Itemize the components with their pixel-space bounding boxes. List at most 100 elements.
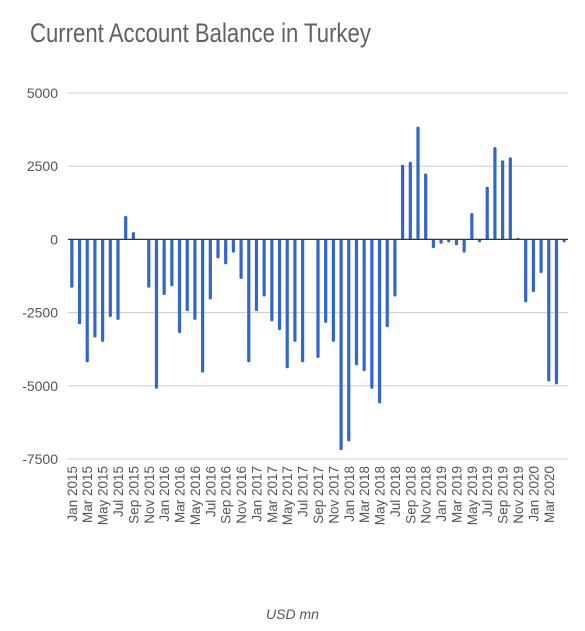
bar: [301, 239, 305, 363]
x-tick-label: Sep 2017: [311, 466, 326, 524]
bar: [216, 239, 220, 259]
bar: [208, 239, 212, 300]
bar: [324, 239, 328, 323]
bar: [439, 239, 443, 244]
bar: [147, 239, 151, 288]
bar: [470, 213, 474, 240]
bar: [370, 239, 374, 389]
x-tick-label: Sep 2016: [219, 466, 234, 524]
y-tick-label: -5000: [22, 378, 58, 394]
bar: [339, 239, 343, 451]
x-tick-label: Mar 2020: [542, 466, 557, 523]
x-tick-label: Jan 2020: [526, 466, 541, 522]
bar: [239, 239, 243, 279]
y-tick-label: 5000: [27, 85, 58, 101]
y-tick-label: -7500: [22, 451, 58, 467]
bar: [70, 239, 74, 288]
bar: [108, 239, 112, 317]
bar: [231, 239, 235, 253]
x-tick-label: Jan 2019: [434, 466, 449, 522]
bar: [485, 186, 489, 240]
bar: [262, 239, 266, 297]
bar: [293, 239, 297, 342]
bar: [501, 160, 505, 240]
bar: [162, 239, 166, 296]
bar: [247, 239, 251, 363]
y-tick-label: -2500: [22, 305, 58, 321]
x-tick-label: Nov 2017: [326, 466, 341, 524]
bar: [385, 239, 389, 328]
x-tick-label: Jul 2019: [480, 466, 495, 517]
x-tick-label: Nov 2018: [419, 466, 434, 524]
bars: [70, 126, 566, 451]
x-tick-label: May 2019: [465, 466, 480, 525]
bar: [354, 239, 359, 366]
x-tick-label: May 2017: [280, 466, 295, 525]
bar: [331, 239, 335, 342]
bar: [362, 239, 366, 372]
bar: [554, 239, 559, 385]
x-tick-label: Jan 2016: [157, 466, 172, 522]
bar: [508, 157, 512, 240]
bar: [547, 239, 551, 382]
bar: [93, 239, 97, 338]
bar: [524, 239, 528, 303]
x-tick-label: Sep 2019: [496, 466, 511, 524]
bar: [462, 239, 466, 253]
bar: [85, 239, 89, 363]
bar: [131, 232, 135, 240]
bar: [77, 239, 82, 325]
bar: [154, 239, 159, 389]
x-tick-label: Nov 2016: [234, 466, 249, 524]
y-axis-ticks: 5000 2500 0 -2500 -5000 -7500: [22, 85, 58, 467]
y-tick-label: 0: [50, 231, 58, 247]
bar: [477, 239, 482, 243]
bar: [431, 239, 435, 249]
x-axis-ticks: Jan 2015 Mar 2015 May 2015 Jul 2015 Sep 2015…: [65, 466, 557, 525]
bar: [201, 239, 205, 373]
x-tick-label: Jul 2016: [203, 466, 218, 517]
bar: [285, 239, 289, 369]
x-tick-label: Jul 2015: [111, 466, 126, 517]
chart-title: Current Account Balance in Turkey: [30, 18, 371, 48]
x-tick-label: Mar 2015: [80, 466, 95, 523]
x-tick-label: Sep 2018: [403, 466, 418, 524]
x-tick-label: Nov 2019: [511, 466, 526, 524]
y-tick-label: 2500: [27, 158, 58, 174]
bar: [493, 147, 497, 240]
bar: [277, 239, 282, 331]
bar: [124, 215, 128, 240]
bar: [170, 239, 174, 287]
bar: [193, 239, 197, 320]
x-axis-label: USD mn: [266, 606, 319, 622]
x-tick-label: Mar 2017: [265, 466, 280, 523]
bar: [224, 239, 228, 265]
x-tick-label: May 2016: [188, 466, 203, 525]
x-tick-label: Jan 2017: [249, 466, 264, 522]
bar: [531, 239, 535, 293]
bar: [347, 239, 351, 442]
bar: [454, 239, 459, 246]
x-tick-label: Jul 2018: [388, 466, 403, 517]
bar: [562, 239, 566, 243]
bar: [447, 239, 451, 243]
x-tick-label: Jan 2018: [342, 466, 357, 522]
bar: [539, 239, 543, 274]
bar: [316, 239, 320, 358]
bar: [101, 239, 105, 342]
x-tick-label: May 2018: [373, 466, 388, 525]
x-tick-label: Mar 2018: [357, 466, 372, 523]
x-tick-label: Mar 2019: [449, 466, 464, 523]
x-tick-label: Jul 2017: [296, 466, 311, 517]
bar: [416, 126, 420, 240]
x-tick-label: May 2015: [96, 466, 111, 525]
bar: [393, 239, 397, 297]
x-tick-label: Mar 2016: [173, 466, 188, 523]
bar: [270, 239, 274, 322]
bar: [116, 239, 120, 320]
bar: [401, 164, 405, 240]
bar: [377, 239, 382, 404]
bar: [185, 239, 189, 312]
x-tick-label: Jan 2015: [65, 466, 80, 522]
